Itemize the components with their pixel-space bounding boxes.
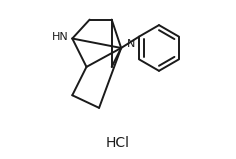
Text: HCl: HCl (106, 135, 130, 150)
Text: N: N (127, 39, 135, 49)
Text: HN: HN (52, 32, 69, 42)
